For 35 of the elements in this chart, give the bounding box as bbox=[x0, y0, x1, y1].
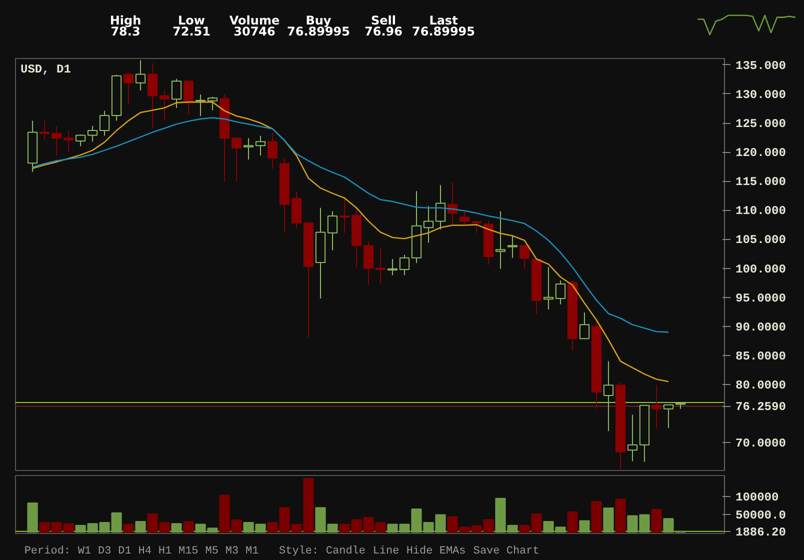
y-tick-label: 120.000 bbox=[736, 146, 786, 160]
text: Candle bbox=[326, 546, 366, 558]
chart-title: USD, D1 bbox=[20, 62, 71, 76]
y-tick-label: 95.0000 bbox=[736, 291, 786, 306]
ref-line-label: 76.2590 bbox=[736, 400, 786, 414]
y-tick-label: 135.000 bbox=[736, 58, 786, 73]
y-tick-label: 100000 bbox=[736, 490, 779, 505]
y-tick-label: 85.0000 bbox=[736, 349, 786, 364]
y-tick-label: 110.000 bbox=[736, 204, 786, 218]
text: Save Chart bbox=[473, 546, 540, 558]
text: M3 bbox=[225, 546, 239, 558]
y-tick-label: 130.000 bbox=[736, 88, 786, 102]
text: Buy bbox=[306, 13, 332, 28]
text: H4 bbox=[138, 546, 152, 558]
text: D3 bbox=[98, 546, 112, 558]
text: M1 bbox=[245, 546, 260, 558]
text: M5 bbox=[205, 546, 218, 558]
text: Style: bbox=[278, 546, 319, 558]
ref-line-label: 1886.20 bbox=[736, 525, 786, 540]
text: M15 bbox=[178, 546, 198, 558]
text: Period: bbox=[24, 546, 71, 558]
text: H1 bbox=[158, 546, 172, 558]
y-tick-label: 80.0000 bbox=[736, 378, 786, 392]
text: Hide EMAs bbox=[406, 546, 466, 558]
text: D1 bbox=[118, 546, 132, 558]
y-tick-label: 90.0000 bbox=[736, 320, 786, 334]
y-tick-label: 100.000 bbox=[736, 262, 786, 276]
y-tick-label: 50000.0 bbox=[736, 508, 786, 522]
y-tick-label: 105.000 bbox=[736, 233, 786, 248]
text: Line bbox=[372, 546, 400, 558]
y-tick-label: 125.000 bbox=[736, 117, 786, 131]
text: W1 bbox=[78, 546, 92, 558]
text: High bbox=[110, 13, 142, 28]
y-tick-label: 70.0000 bbox=[736, 436, 786, 451]
y-tick-label: 115.000 bbox=[736, 175, 786, 190]
